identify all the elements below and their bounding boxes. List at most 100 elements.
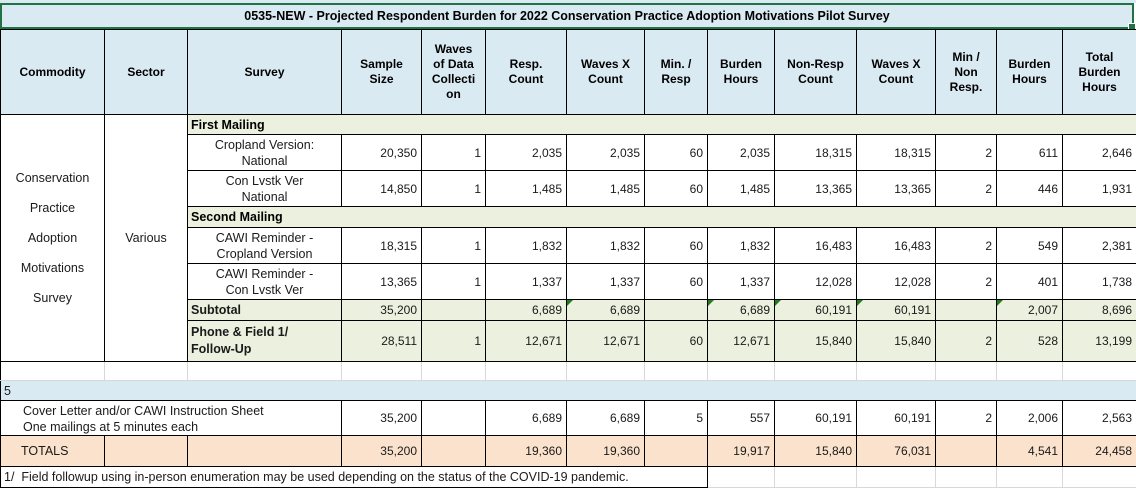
- value-cell[interactable]: 2,007: [996, 299, 1063, 321]
- empty-cell[interactable]: [856, 361, 936, 381]
- empty-cell[interactable]: [996, 361, 1063, 381]
- value-cell[interactable]: 19,917: [707, 435, 775, 467]
- value-cell[interactable]: 6,689: [707, 299, 775, 321]
- value-cell[interactable]: 1: [421, 320, 486, 362]
- totals-empty-cell[interactable]: [104, 435, 188, 467]
- value-cell[interactable]: 2: [935, 134, 997, 171]
- value-cell[interactable]: 2: [935, 263, 997, 300]
- value-cell[interactable]: 6,689: [566, 400, 645, 436]
- survey-cell[interactable]: Con Lvstk Ver National: [187, 170, 342, 207]
- value-cell[interactable]: 2,006: [996, 400, 1063, 436]
- value-cell[interactable]: 6,689: [485, 400, 567, 436]
- value-cell[interactable]: 35,200: [341, 299, 422, 321]
- header-burden-hours[interactable]: Burden Hours: [707, 29, 775, 115]
- header-min-per-nonresp[interactable]: Min / Non Resp.: [935, 29, 997, 115]
- value-cell[interactable]: 1,485: [707, 170, 775, 207]
- value-cell[interactable]: 60: [644, 320, 708, 362]
- value-cell[interactable]: 24,458: [1062, 435, 1136, 467]
- title-cell[interactable]: 0535-NEW - Projected Respondent Burden f…: [0, 3, 1136, 31]
- header-nonresp-count[interactable]: Non-Resp Count: [774, 29, 857, 115]
- empty-cell[interactable]: [1062, 466, 1136, 488]
- survey-cell[interactable]: CAWI Reminder - Cropland Version: [187, 227, 342, 264]
- value-cell[interactable]: 12,671: [485, 320, 567, 362]
- empty-cell[interactable]: [644, 361, 708, 381]
- value-cell[interactable]: 15,840: [856, 320, 936, 362]
- value-cell[interactable]: 2: [935, 170, 997, 207]
- section-first-mailing[interactable]: First Mailing: [187, 114, 1136, 135]
- value-cell[interactable]: 1,832: [707, 227, 775, 264]
- footnote-cell[interactable]: 1/ Field followup using in-person enumer…: [0, 466, 708, 488]
- value-cell[interactable]: 13,199: [1062, 320, 1136, 362]
- value-cell[interactable]: 14,850: [341, 170, 422, 207]
- value-cell[interactable]: 528: [996, 320, 1063, 362]
- value-cell[interactable]: 2,035: [707, 134, 775, 171]
- header-commodity[interactable]: Commodity: [0, 29, 105, 115]
- value-cell[interactable]: 15,840: [774, 320, 857, 362]
- value-cell[interactable]: 60,191: [774, 299, 857, 321]
- header-sector[interactable]: Sector: [104, 29, 188, 115]
- empty-cell[interactable]: [1062, 361, 1136, 381]
- value-cell[interactable]: 6,689: [485, 299, 567, 321]
- value-cell[interactable]: 557: [707, 400, 775, 436]
- empty-cell[interactable]: [774, 361, 857, 381]
- value-cell[interactable]: [644, 435, 708, 467]
- survey-cell[interactable]: CAWI Reminder - Con Lvstk Ver: [187, 263, 342, 300]
- value-cell[interactable]: 12,671: [707, 320, 775, 362]
- header-survey[interactable]: Survey: [187, 29, 342, 115]
- value-cell[interactable]: 13,365: [774, 170, 857, 207]
- value-cell[interactable]: 60,191: [856, 299, 936, 321]
- value-cell[interactable]: 2,646: [1062, 134, 1136, 171]
- value-cell[interactable]: 18,315: [341, 227, 422, 264]
- header-resp-count[interactable]: Resp. Count: [485, 29, 567, 115]
- value-cell[interactable]: 19,360: [485, 435, 567, 467]
- value-cell[interactable]: 4,541: [996, 435, 1063, 467]
- subtotal-label-cell[interactable]: Subtotal: [187, 299, 342, 321]
- value-cell[interactable]: [421, 435, 486, 467]
- header-waves-x-count-2[interactable]: Waves X Count: [856, 29, 936, 115]
- value-cell[interactable]: 12,028: [856, 263, 936, 300]
- cover-letter-label-cell[interactable]: Cover Letter and/or CAWI Instruction She…: [0, 400, 342, 436]
- totals-label-cell[interactable]: TOTALS: [0, 435, 105, 467]
- value-cell[interactable]: 1: [421, 170, 486, 207]
- value-cell[interactable]: 20,350: [341, 134, 422, 171]
- value-cell[interactable]: 16,483: [774, 227, 857, 264]
- value-cell[interactable]: 8,696: [1062, 299, 1136, 321]
- header-sample-size[interactable]: Sample Size: [341, 29, 422, 115]
- value-cell[interactable]: 60: [644, 263, 708, 300]
- value-cell[interactable]: 60: [644, 227, 708, 264]
- header-total-burden-hours[interactable]: Total Burden Hours: [1062, 29, 1136, 115]
- value-cell[interactable]: 76,031: [856, 435, 936, 467]
- value-cell[interactable]: 5: [644, 400, 708, 436]
- empty-cell[interactable]: [421, 361, 486, 381]
- value-cell[interactable]: [644, 299, 708, 321]
- sector-cell[interactable]: Various: [104, 114, 188, 362]
- survey-cell[interactable]: Cropland Version: National: [187, 134, 342, 171]
- value-cell[interactable]: 1: [421, 263, 486, 300]
- value-cell[interactable]: [935, 299, 997, 321]
- header-min-per-resp[interactable]: Min. / Resp: [644, 29, 708, 115]
- value-cell[interactable]: 2,035: [566, 134, 645, 171]
- value-cell[interactable]: 60,191: [856, 400, 936, 436]
- value-cell[interactable]: 13,365: [341, 263, 422, 300]
- header-waves-x-count[interactable]: Waves X Count: [566, 29, 645, 115]
- value-cell[interactable]: 2,035: [485, 134, 567, 171]
- empty-cell[interactable]: [566, 361, 645, 381]
- value-cell[interactable]: 1: [421, 227, 486, 264]
- value-cell[interactable]: 1,485: [566, 170, 645, 207]
- five-band-cell[interactable]: 5: [0, 380, 1136, 401]
- section-second-mailing[interactable]: Second Mailing: [187, 206, 1136, 228]
- value-cell[interactable]: 16,483: [856, 227, 936, 264]
- value-cell[interactable]: 60,191: [774, 400, 857, 436]
- value-cell[interactable]: 2: [935, 227, 997, 264]
- value-cell[interactable]: 18,315: [856, 134, 936, 171]
- value-cell[interactable]: 1,832: [566, 227, 645, 264]
- value-cell[interactable]: [421, 400, 486, 436]
- value-cell[interactable]: 1,337: [485, 263, 567, 300]
- empty-cell[interactable]: [935, 466, 997, 488]
- value-cell[interactable]: 18,315: [774, 134, 857, 171]
- empty-cell[interactable]: [774, 466, 857, 488]
- value-cell[interactable]: 60: [644, 134, 708, 171]
- value-cell[interactable]: 12,671: [566, 320, 645, 362]
- empty-cell[interactable]: [935, 361, 997, 381]
- empty-cell[interactable]: [187, 361, 342, 381]
